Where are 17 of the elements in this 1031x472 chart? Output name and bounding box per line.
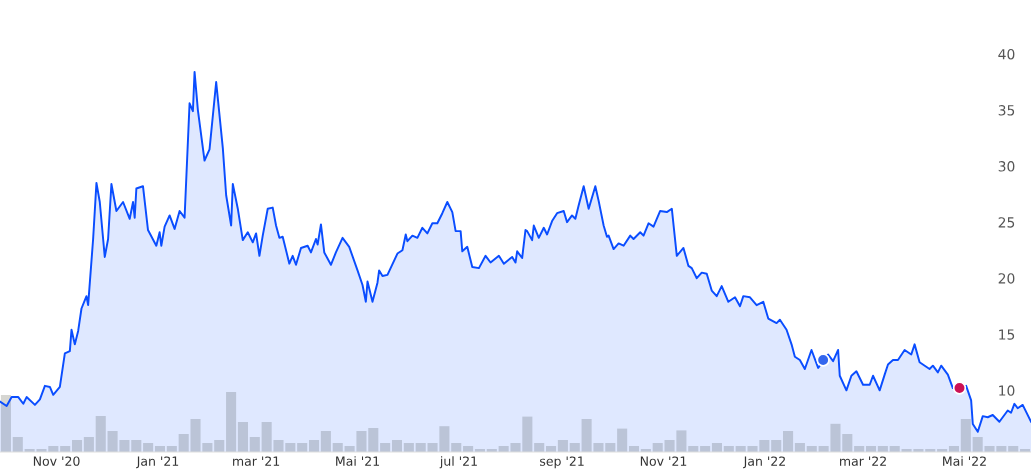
y-tick-label: 30: [998, 161, 1015, 172]
x-tick-label: mar '22: [840, 456, 886, 466]
y-tick-label: 15: [999, 329, 1015, 340]
x-tick-label: mar '21: [233, 456, 280, 466]
x-tick-label: Jan '21: [136, 456, 179, 469]
y-tick-label: 20: [998, 273, 1015, 284]
x-tick-label: Jan '22: [743, 456, 785, 469]
y-tick-label: 35: [998, 105, 1015, 116]
x-tick-label: Mai '21: [336, 456, 379, 466]
y-tick-label: 25: [998, 217, 1015, 228]
x-tick-label: sep '21: [540, 456, 584, 469]
x-tick-label: Nov '20: [33, 456, 80, 466]
y-tick-label: 10: [999, 385, 1015, 396]
y-tick-label: 40: [998, 48, 1015, 60]
x-tick-label: Nov '21: [640, 456, 687, 466]
x-tick-label: Mai '22: [943, 456, 986, 466]
x-tick-label: jul '21: [439, 456, 477, 469]
